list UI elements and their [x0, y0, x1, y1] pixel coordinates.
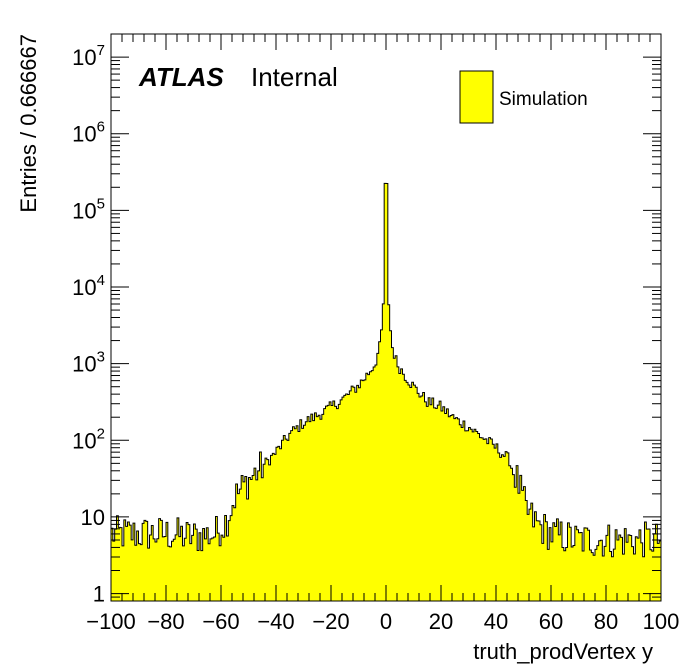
y-axis-title: Entries / 0.666667: [16, 34, 41, 213]
y-tick-label: 102: [72, 425, 105, 453]
y-tick-label: 103: [72, 349, 105, 377]
y-tick-label: 104: [72, 272, 105, 300]
y-tick-label: 105: [72, 195, 105, 223]
x-tick-label: 0: [380, 609, 392, 634]
x-tick-label: 80: [594, 609, 618, 634]
y-tick-label: 107: [72, 42, 105, 70]
histogram-outline: [111, 182, 661, 558]
legend: Simulation: [459, 70, 588, 124]
histogram-series: [111, 182, 662, 601]
legend-label: Simulation: [499, 89, 588, 110]
x-tick-label: −20: [312, 609, 349, 634]
x-tick-label: −60: [202, 609, 239, 634]
x-axis-title: truth_prodVertex y: [473, 639, 653, 664]
y-tick-label: 106: [72, 119, 105, 147]
y-tick-label: 1: [93, 582, 105, 607]
x-tick-label: 40: [484, 609, 508, 634]
internal-label: Internal: [251, 62, 338, 92]
x-tick-label: −100: [86, 609, 136, 634]
legend-swatch: [459, 70, 494, 124]
y-tick-labels: 1 10 102 103 104 105 106 107: [72, 42, 105, 607]
x-tick-label: 100: [643, 609, 680, 634]
atlas-label: ATLAS: [138, 62, 224, 92]
x-tick-label: −80: [147, 609, 184, 634]
x-tick-label: 20: [429, 609, 453, 634]
x-tick-label: 60: [539, 609, 563, 634]
x-tick-label: −40: [257, 609, 294, 634]
axis-ticks: [110, 33, 662, 601]
y-tick-label: 10: [81, 505, 105, 530]
x-tick-labels: −100 −80 −60 −40 −20 0 20 40 60 80 100: [86, 609, 679, 634]
